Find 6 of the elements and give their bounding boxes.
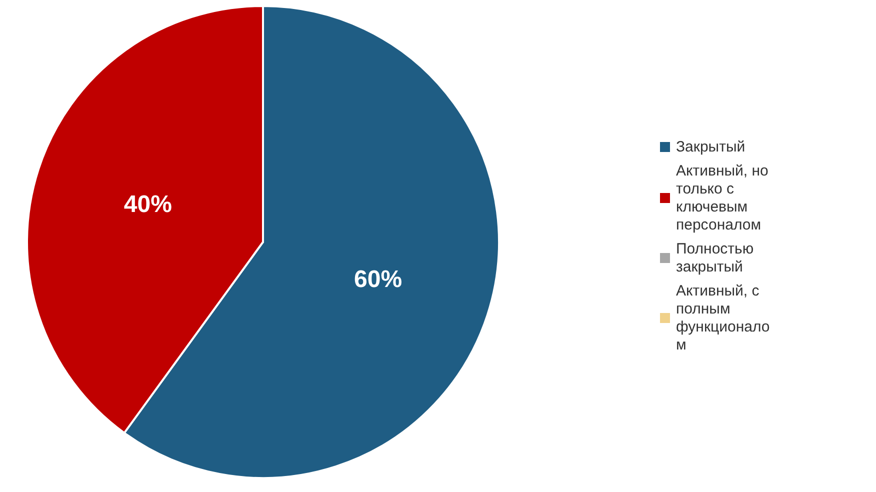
legend-label: Полностью закрытый [676, 240, 758, 276]
data-label: 40% [124, 191, 172, 218]
legend-label: Активный, но только с ключевым персоналом [676, 162, 773, 234]
data-label: 60% [354, 266, 402, 293]
legend-label: Закрытый [676, 138, 746, 156]
legend-label: Активный, с полным функционалом [676, 282, 770, 354]
